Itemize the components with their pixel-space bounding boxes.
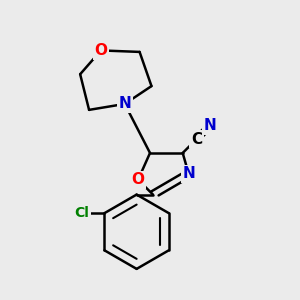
Text: N: N (118, 96, 131, 111)
Text: C: C (191, 132, 202, 147)
Text: Cl: Cl (75, 206, 90, 220)
Text: N: N (182, 166, 195, 181)
Text: O: O (132, 172, 145, 187)
Text: O: O (94, 43, 107, 58)
Text: N: N (204, 118, 216, 133)
